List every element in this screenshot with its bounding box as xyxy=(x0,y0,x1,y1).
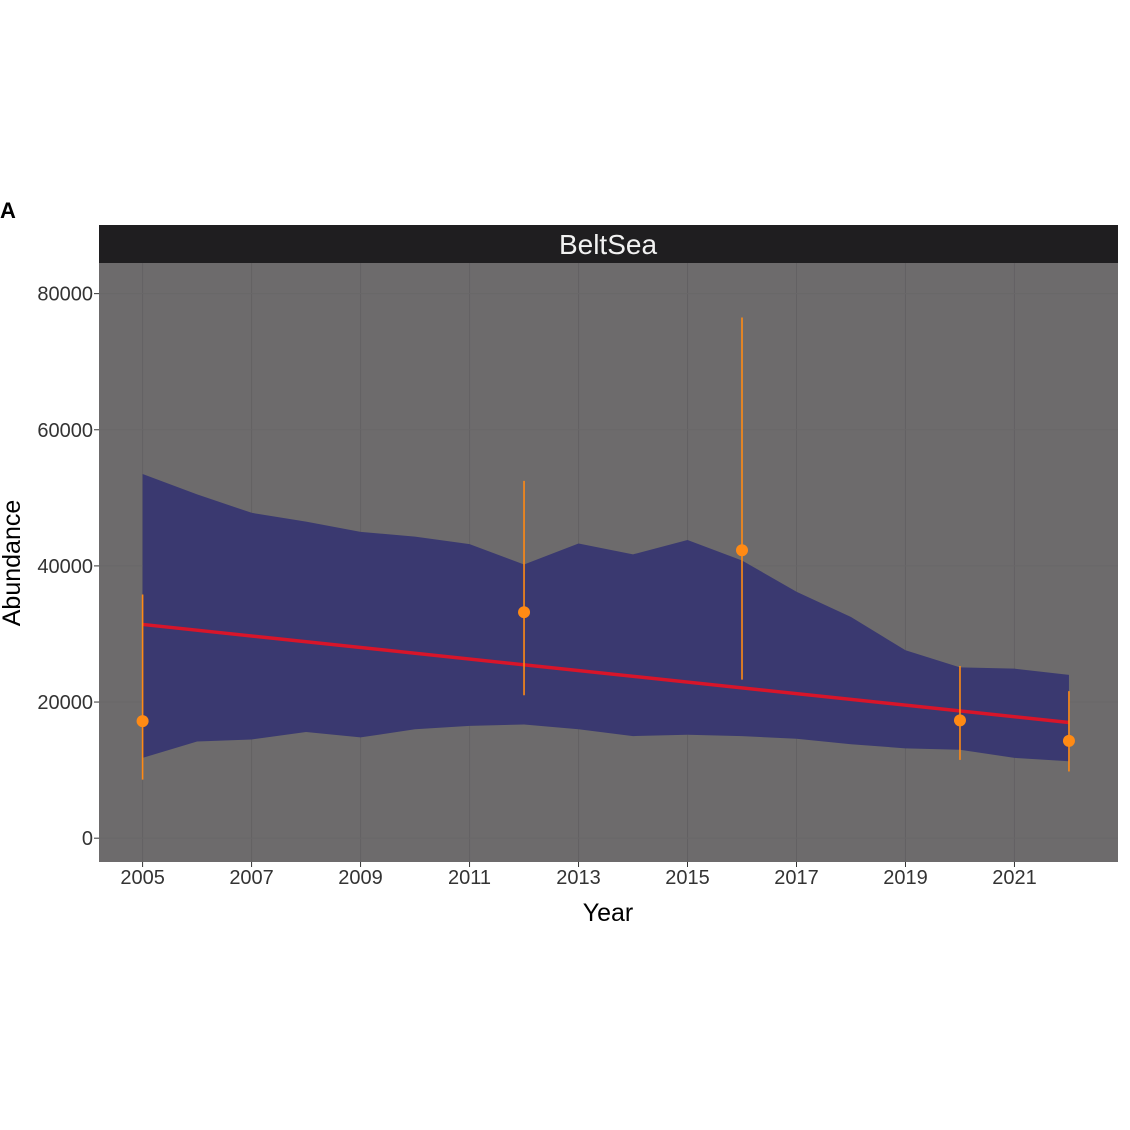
y-tick-label: 80000 xyxy=(37,284,93,306)
data-point xyxy=(136,715,149,728)
x-axis: 2005 2007 2009 2011 2013 2015 2017 2019 2021 xyxy=(120,862,1037,889)
confidence-ribbon xyxy=(142,474,1069,762)
panel-tag: A xyxy=(0,198,16,223)
x-tick-label: 2005 xyxy=(120,867,165,889)
data-point xyxy=(736,544,749,557)
x-tick-label: 2009 xyxy=(338,867,383,889)
y-tick-label: 20000 xyxy=(37,692,93,714)
x-tick-label: 2013 xyxy=(556,867,601,889)
facet-label: BeltSea xyxy=(559,229,657,260)
y-tick-label: 40000 xyxy=(37,556,93,578)
facet-strip xyxy=(99,225,1118,263)
y-axis-title: Abundance xyxy=(0,500,26,627)
x-axis-title: Year xyxy=(583,899,634,927)
data-point xyxy=(1062,734,1075,747)
x-tick-label: 2015 xyxy=(665,867,710,889)
x-tick-label: 2011 xyxy=(448,867,491,889)
x-tick-label: 2021 xyxy=(992,867,1037,889)
y-axis: 0 20000 40000 60000 80000 xyxy=(37,284,99,850)
data-layer xyxy=(136,317,1075,780)
x-tick-label: 2019 xyxy=(883,867,928,889)
x-tick-label: 2017 xyxy=(774,867,819,889)
trend-line xyxy=(142,622,1070,725)
x-tick-label: 2007 xyxy=(229,867,274,889)
data-point xyxy=(518,606,531,619)
y-tick-label: 60000 xyxy=(37,420,93,442)
y-tick-label: 0 xyxy=(82,828,93,850)
data-point xyxy=(953,714,966,727)
